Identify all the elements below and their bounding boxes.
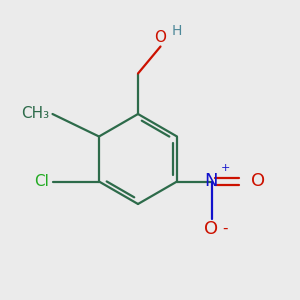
Text: CH₃: CH₃ — [21, 106, 50, 122]
Text: Cl: Cl — [34, 174, 50, 189]
Text: H: H — [172, 24, 182, 38]
Text: +: + — [220, 163, 230, 173]
Text: N: N — [205, 172, 218, 190]
Text: O: O — [204, 220, 219, 238]
Text: O: O — [250, 172, 265, 190]
Text: -: - — [222, 220, 228, 236]
Text: O: O — [154, 30, 166, 45]
